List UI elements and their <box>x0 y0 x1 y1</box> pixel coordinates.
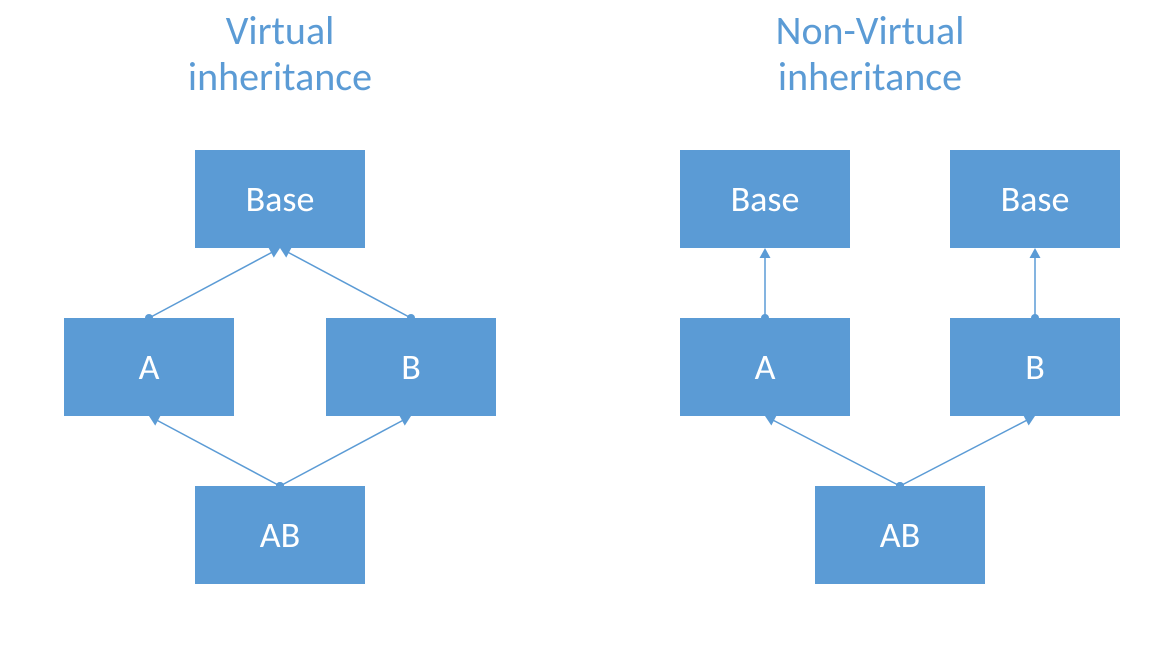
class-node-label: A <box>755 345 776 389</box>
class-node: Base <box>680 150 850 248</box>
inheritance-edge <box>773 420 900 486</box>
class-node-label: A <box>139 345 160 389</box>
diagram-canvas: Virtual inheritance Non-Virtual inheritan… <box>0 0 1170 663</box>
edge-arrowhead <box>149 416 160 426</box>
edge-arrowhead <box>765 416 776 426</box>
diagram-title: Virtual inheritance <box>115 8 445 100</box>
inheritance-edge <box>157 420 280 486</box>
edge-arrowhead <box>1030 248 1041 258</box>
class-node: Base <box>195 150 365 248</box>
class-node: A <box>680 318 850 416</box>
inheritance-edge <box>900 420 1027 486</box>
edge-arrowhead <box>400 416 411 426</box>
class-node-label: AB <box>260 513 300 557</box>
inheritance-edge <box>288 252 411 318</box>
class-node-label: AB <box>880 513 920 557</box>
class-node: B <box>326 318 496 416</box>
class-node-label: Base <box>731 177 800 221</box>
class-node: A <box>64 318 234 416</box>
diagram-title: Non-Virtual inheritance <box>690 8 1050 100</box>
class-node: AB <box>815 486 985 584</box>
class-node: AB <box>195 486 365 584</box>
class-node-label: B <box>1025 345 1045 389</box>
class-node: B <box>950 318 1120 416</box>
class-node-label: Base <box>1001 177 1070 221</box>
edge-arrowhead <box>269 248 280 258</box>
edge-arrowhead <box>760 248 771 258</box>
edge-arrowhead <box>280 248 291 258</box>
class-node-label: Base <box>246 177 315 221</box>
edge-arrowhead <box>1024 416 1035 426</box>
inheritance-edge <box>149 252 272 318</box>
class-node: Base <box>950 150 1120 248</box>
class-node-label: B <box>401 345 421 389</box>
inheritance-edge <box>280 420 403 486</box>
